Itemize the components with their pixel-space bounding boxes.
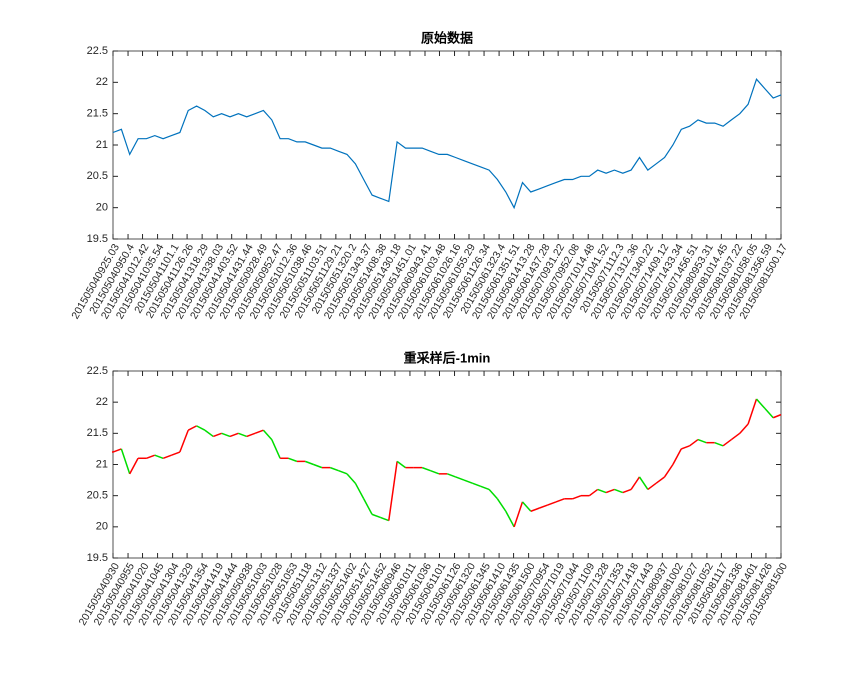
candle-segment — [262, 429, 273, 441]
candle-segment — [764, 407, 774, 419]
candle-segment — [747, 398, 758, 425]
axes-box — [112, 370, 782, 559]
candle-segment — [572, 494, 582, 500]
candle-segment — [488, 488, 498, 500]
y-tick-label: 22.5 — [87, 45, 108, 57]
candle-segment — [154, 454, 164, 459]
candle-segment — [480, 485, 490, 491]
candle-segment — [430, 470, 440, 475]
candle-segment — [338, 470, 348, 475]
y-tick-label: 20.5 — [87, 490, 108, 502]
candle-segment — [555, 498, 565, 503]
candle-segment — [221, 432, 231, 438]
candle-segment — [313, 463, 323, 469]
candle-segment — [421, 466, 431, 472]
candle-segment — [739, 423, 749, 434]
candle-segment — [363, 498, 373, 515]
candle-segment — [697, 438, 707, 444]
candle-segment — [722, 438, 732, 447]
y-tick-label: 19.5 — [87, 552, 108, 564]
y-tick-label: 21.5 — [87, 427, 108, 439]
candle-segment — [772, 413, 782, 419]
y-tick-label: 22 — [96, 76, 108, 88]
y-tick-label: 20 — [96, 521, 108, 533]
candle-segment — [371, 513, 381, 519]
candle-segment — [396, 460, 406, 469]
candle-segment — [472, 482, 481, 488]
candle-segment — [288, 457, 298, 463]
candle-segment — [162, 454, 172, 459]
candle-segment — [655, 476, 666, 484]
candle-segment — [463, 479, 473, 484]
chart-title: 原始数据 — [421, 30, 473, 45]
candle-segment — [304, 460, 314, 466]
candle-segment — [388, 461, 398, 521]
y-tick-label: 22.5 — [87, 365, 108, 377]
candle-segment — [254, 429, 264, 435]
candle-segment — [229, 432, 239, 438]
candle-segment — [538, 504, 548, 509]
candle-segment — [755, 398, 766, 409]
candle-segment — [681, 445, 690, 450]
y-tick-label: 19.5 — [87, 233, 108, 245]
candle-segment — [730, 432, 741, 441]
candle-segment — [380, 516, 390, 522]
candle-segment — [530, 507, 540, 512]
candle-segment — [547, 501, 557, 506]
y-tick-label: 21.5 — [87, 108, 108, 120]
candle-segment — [672, 448, 682, 465]
candle-segment — [496, 498, 507, 512]
candle-segment — [714, 441, 724, 447]
candle-segment — [354, 482, 365, 500]
y-tick-label: 20.5 — [87, 170, 108, 182]
candle-segment — [689, 438, 699, 447]
candle-segment — [213, 432, 222, 438]
y-tick-label: 20 — [96, 202, 108, 214]
candle-segment — [597, 488, 607, 494]
price-line — [112, 78, 782, 210]
candle-segment — [120, 448, 131, 475]
candle-segment — [614, 488, 624, 494]
candle-segment — [187, 425, 197, 431]
candle-segment — [196, 425, 206, 431]
candle-segment — [588, 488, 599, 497]
candle-segment — [271, 439, 281, 459]
candle-segment — [638, 476, 649, 490]
y-tick-label: 21 — [96, 139, 108, 151]
candle-segment — [630, 476, 641, 490]
candle-segment — [238, 432, 247, 438]
y-tick-label: 21 — [96, 458, 108, 470]
candle-segment — [663, 464, 674, 478]
candle-segment — [455, 476, 465, 481]
candle-segment — [605, 488, 615, 494]
candle-segment — [330, 466, 339, 472]
candle-segment — [146, 454, 156, 459]
candle-segment — [204, 429, 214, 438]
candle-segment — [647, 482, 657, 491]
candle-segment — [622, 488, 632, 494]
candle-segment — [505, 510, 515, 528]
candle-segment — [112, 448, 122, 453]
chart-title: 重采样后-1min — [404, 350, 491, 365]
candle-segment — [521, 501, 532, 512]
candle-segment — [179, 429, 189, 453]
candle-segment — [513, 501, 524, 528]
axes-box — [112, 50, 782, 240]
y-tick-label: 22 — [96, 396, 108, 408]
candle-segment — [129, 457, 139, 475]
candle-segment — [346, 473, 356, 484]
candle-segment — [447, 473, 456, 478]
candle-segment — [171, 451, 181, 456]
candle-segment — [246, 432, 256, 438]
